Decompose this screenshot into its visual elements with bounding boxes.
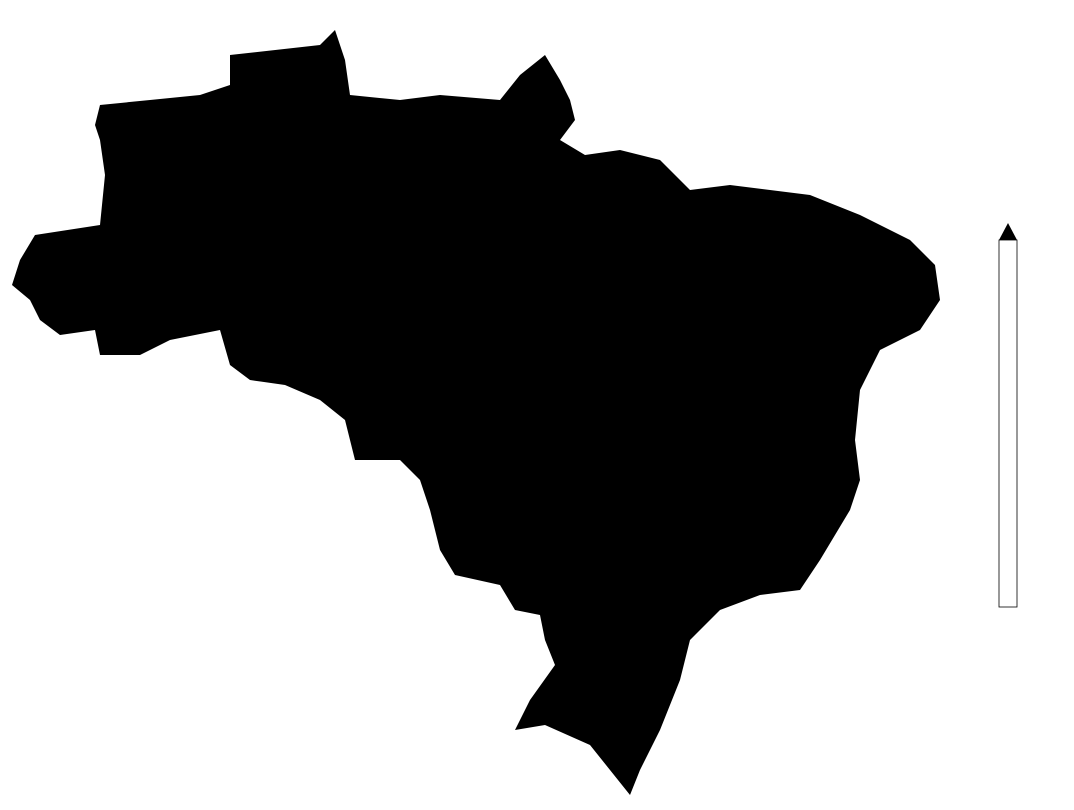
colorbar [998, 223, 1018, 608]
population-map [12, 30, 940, 795]
colorbar-gradient [998, 239, 1018, 608]
colorbar-extend-arrow [999, 223, 1017, 240]
brazil-land-shape [12, 30, 940, 795]
